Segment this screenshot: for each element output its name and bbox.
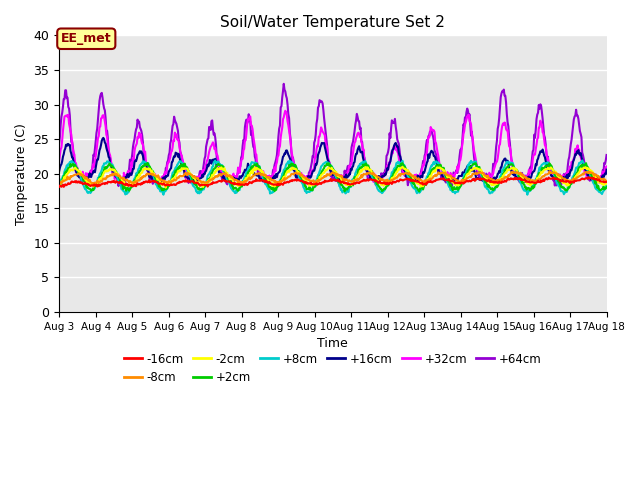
- +64cm: [177, 151, 185, 157]
- Line: +32cm: +32cm: [59, 111, 607, 184]
- -16cm: [416, 180, 424, 186]
- -2cm: [417, 184, 424, 190]
- +2cm: [122, 185, 129, 191]
- +32cm: [206, 146, 214, 152]
- +64cm: [122, 176, 129, 181]
- +8cm: [65, 161, 73, 167]
- +2cm: [415, 189, 423, 194]
- +16cm: [99, 135, 107, 141]
- -16cm: [122, 180, 130, 186]
- -2cm: [122, 182, 129, 188]
- +32cm: [65, 121, 73, 127]
- -16cm: [400, 177, 408, 183]
- -8cm: [178, 173, 186, 179]
- Line: -8cm: -8cm: [59, 171, 607, 184]
- -16cm: [55, 184, 63, 190]
- +16cm: [400, 168, 408, 173]
- -8cm: [122, 178, 130, 183]
- Title: Soil/Water Temperature Set 2: Soil/Water Temperature Set 2: [220, 15, 445, 30]
- +16cm: [55, 168, 63, 174]
- -16cm: [66, 181, 74, 187]
- -16cm: [207, 181, 214, 187]
- +16cm: [178, 162, 186, 168]
- +64cm: [280, 81, 287, 87]
- -2cm: [55, 183, 63, 189]
- -8cm: [546, 168, 554, 174]
- Line: +16cm: +16cm: [59, 138, 607, 184]
- +2cm: [207, 174, 214, 180]
- -2cm: [162, 185, 170, 191]
- -2cm: [401, 166, 409, 171]
- +8cm: [603, 183, 611, 189]
- +32cm: [282, 108, 289, 114]
- -8cm: [55, 179, 63, 185]
- Line: -16cm: -16cm: [59, 178, 607, 187]
- X-axis label: Time: Time: [317, 337, 348, 350]
- -2cm: [603, 180, 611, 186]
- -8cm: [416, 177, 424, 183]
- Y-axis label: Temperature (C): Temperature (C): [15, 123, 28, 225]
- +64cm: [55, 141, 63, 146]
- +8cm: [524, 192, 531, 198]
- +8cm: [122, 192, 129, 197]
- +2cm: [417, 186, 424, 192]
- -16cm: [603, 179, 611, 185]
- +8cm: [579, 157, 586, 163]
- -16cm: [178, 179, 186, 185]
- +32cm: [302, 181, 310, 187]
- +8cm: [415, 190, 423, 196]
- +8cm: [55, 180, 63, 186]
- +2cm: [143, 160, 151, 166]
- +2cm: [603, 184, 611, 190]
- -8cm: [603, 178, 611, 184]
- +2cm: [65, 165, 73, 171]
- +64cm: [417, 170, 424, 176]
- -16cm: [584, 175, 592, 180]
- Line: +64cm: +64cm: [59, 84, 607, 186]
- +16cm: [65, 143, 73, 148]
- -2cm: [65, 169, 73, 175]
- +2cm: [400, 163, 408, 169]
- +64cm: [603, 152, 611, 158]
- +64cm: [227, 183, 234, 189]
- -8cm: [207, 177, 214, 182]
- -8cm: [400, 171, 408, 177]
- +2cm: [178, 163, 186, 169]
- +32cm: [603, 164, 611, 169]
- +16cm: [207, 158, 214, 164]
- +32cm: [122, 174, 129, 180]
- -2cm: [207, 176, 214, 181]
- -2cm: [399, 164, 406, 169]
- +16cm: [122, 174, 130, 180]
- +64cm: [206, 124, 214, 130]
- +16cm: [555, 181, 563, 187]
- +8cm: [177, 159, 185, 165]
- +32cm: [177, 152, 185, 157]
- +64cm: [65, 106, 73, 111]
- +16cm: [603, 167, 611, 172]
- +64cm: [401, 173, 409, 179]
- -8cm: [92, 181, 100, 187]
- +8cm: [206, 169, 214, 175]
- +16cm: [416, 175, 424, 180]
- +2cm: [55, 184, 63, 190]
- Legend: -16cm, -8cm, -2cm, +2cm, +8cm, +16cm, +32cm, +64cm: -16cm, -8cm, -2cm, +2cm, +8cm, +16cm, +3…: [119, 348, 547, 389]
- Line: -2cm: -2cm: [59, 167, 607, 188]
- +32cm: [55, 159, 63, 165]
- Line: +2cm: +2cm: [59, 163, 607, 192]
- +8cm: [399, 163, 407, 169]
- +32cm: [417, 171, 424, 177]
- Line: +8cm: +8cm: [59, 160, 607, 195]
- Text: EE_met: EE_met: [61, 32, 111, 45]
- +32cm: [401, 170, 409, 176]
- -2cm: [178, 166, 186, 171]
- -16cm: [60, 184, 68, 190]
- -8cm: [65, 175, 73, 181]
